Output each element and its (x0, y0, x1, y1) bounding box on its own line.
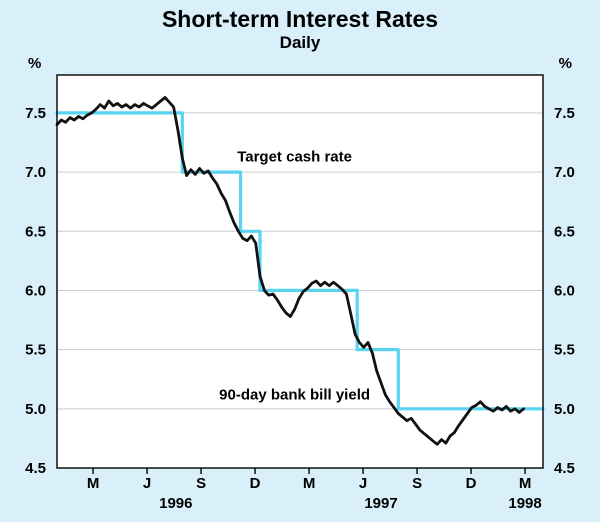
x-axis-label: S (196, 475, 206, 492)
y-axis-label-right: 5.0 (554, 401, 575, 418)
chart-subtitle: Daily (279, 33, 321, 52)
x-axis-label: M (303, 475, 316, 492)
x-axis-year-label: 1997 (364, 495, 397, 512)
plot-area: M J S D M J S D M 1996 1997 1998 4.5 4.5 5.0 5.0 5.5 5.5 6… (25, 74, 575, 512)
x-axis-year-label: 1996 (159, 495, 192, 512)
y-axis-label-right: 7.5 (554, 105, 575, 122)
plot-frame (56, 74, 544, 469)
x-axis-label: M (87, 475, 100, 492)
y-axis-label-right: 4.5 (554, 460, 575, 477)
x-axis-label: S (412, 475, 422, 492)
y-axis-unit-left: % (28, 55, 42, 72)
y-axis-label-left: 5.0 (25, 401, 46, 418)
x-axis-label: D (250, 475, 261, 492)
x-axis-label: D (466, 475, 477, 492)
plot-background (57, 75, 543, 468)
x-axis-label: J (143, 475, 151, 492)
y-axis-label-left: 7.0 (25, 164, 46, 181)
y-axis-label-left: 7.5 (25, 105, 46, 122)
series-annotation: 90-day bank bill yield (219, 387, 370, 404)
x-axis-year-label: 1998 (508, 495, 541, 512)
y-axis-label-left: 5.5 (25, 342, 46, 359)
y-axis-label-right: 5.5 (554, 342, 575, 359)
series-line-1 (55, 96, 525, 446)
y-axis-label-left: 6.5 (25, 223, 46, 240)
y-axis-label-right: 6.0 (554, 282, 575, 299)
x-axis-label: J (359, 475, 367, 492)
y-axis-unit-right: % (558, 55, 572, 72)
chart-title: Short-term Interest Rates (161, 6, 439, 32)
y-axis-label-right: 7.0 (554, 164, 575, 181)
y-axis-label-right: 6.5 (554, 223, 575, 240)
x-axis-label: M (519, 475, 532, 492)
y-axis-label-left: 4.5 (25, 460, 46, 477)
series-annotation: Target cash rate (237, 149, 352, 166)
y-axis-label-left: 6.0 (25, 282, 46, 299)
